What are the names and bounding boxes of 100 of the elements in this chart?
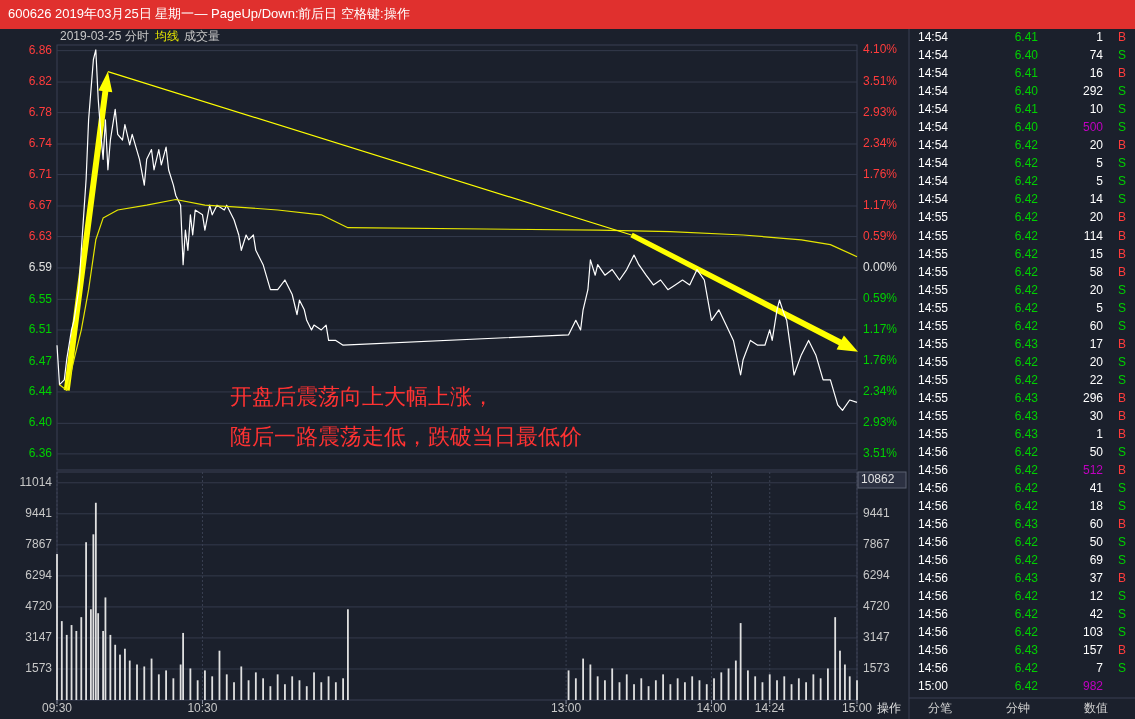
text: B [1117, 138, 1127, 153]
text: 14:56 [918, 625, 949, 640]
y-tick-label: 6.36 [28, 446, 53, 461]
y2-tick-label: 1573 [863, 661, 891, 676]
text: 6.43 [1014, 571, 1038, 586]
text: B [1117, 390, 1127, 405]
text: B [1117, 408, 1127, 423]
text: S [1117, 102, 1127, 117]
text: 42 [1089, 607, 1103, 622]
text: S [1117, 156, 1127, 171]
text: 14:56 [918, 516, 949, 531]
text: S [1117, 535, 1127, 550]
y2-tick-label: 2.34% [863, 384, 898, 399]
text: S [1117, 553, 1127, 568]
text: 6.42 [1014, 462, 1038, 477]
text: 14:55 [918, 408, 949, 423]
y-tick-label: 6.63 [28, 228, 53, 243]
y-tick-label: 6.67 [28, 198, 53, 213]
y2-tick-label: 2.93% [863, 104, 898, 119]
x-tick-label: 14:24 [754, 701, 786, 716]
text: 6.42 [1014, 228, 1038, 243]
y-tick-label: 6.47 [28, 353, 53, 368]
text: 成交量 [183, 29, 220, 44]
text: 14:54 [918, 156, 949, 171]
text: 14:55 [918, 390, 949, 405]
text: 14:56 [918, 607, 949, 622]
text: B [1117, 462, 1127, 477]
y-tick-label: 6.74 [28, 136, 53, 151]
text: 14:55 [918, 246, 949, 261]
y-tick-label: 6.44 [28, 384, 53, 399]
text: 50 [1089, 535, 1103, 550]
y2-tick-label: 3.51% [863, 73, 898, 88]
text: 14:56 [918, 553, 949, 568]
text: 14:56 [918, 462, 949, 477]
text: 14:54 [918, 30, 949, 45]
text: 20 [1089, 210, 1103, 225]
text: 14:56 [918, 535, 949, 550]
text: 20 [1089, 282, 1103, 297]
text: 69 [1089, 553, 1103, 568]
y2-tick-label: 7867 [863, 537, 891, 552]
text: 6.41 [1014, 102, 1038, 117]
text: 6.40 [1014, 120, 1038, 135]
text: 292 [1082, 84, 1103, 99]
y-tick-label: 6.86 [28, 42, 53, 57]
text: 14:55 [918, 300, 949, 315]
text: B [1117, 30, 1127, 45]
line-series [56, 49, 858, 411]
text: 15 [1089, 246, 1103, 261]
text: 14:55 [918, 228, 949, 243]
text: B [1117, 643, 1127, 658]
y-tick-label: 3147 [25, 630, 53, 645]
text: S [1117, 84, 1127, 99]
text: 6.42 [1014, 174, 1038, 189]
text: B [1117, 210, 1127, 225]
text: 5 [1096, 300, 1103, 315]
text: S [1117, 174, 1127, 189]
text: 296 [1082, 390, 1103, 405]
text: 5 [1096, 174, 1103, 189]
text: S [1117, 480, 1127, 495]
text: 14:56 [918, 643, 949, 658]
text: 6.42 [1014, 535, 1038, 550]
y-tick-label: 6.40 [28, 415, 53, 430]
text: 22 [1089, 372, 1103, 387]
y2-tick-label: 1.76% [863, 353, 898, 368]
text: 14:54 [918, 120, 949, 135]
text: 6.42 [1014, 300, 1038, 315]
text: 41 [1089, 480, 1103, 495]
text: 10862 [861, 472, 895, 487]
text: 6.42 [1014, 679, 1038, 694]
text: 6.43 [1014, 643, 1038, 658]
text: 14:55 [918, 210, 949, 225]
text: 6.42 [1014, 282, 1038, 297]
text: 982 [1082, 679, 1103, 694]
annotation: 开盘后震荡向上大幅上涨， [230, 383, 494, 409]
text: 14:55 [918, 318, 949, 333]
text: S [1117, 300, 1127, 315]
text: 6.42 [1014, 264, 1038, 279]
text: 500 [1082, 120, 1103, 135]
category-label: 分笔 [928, 701, 952, 716]
text: 14:54 [918, 138, 949, 153]
text: 20 [1089, 354, 1103, 369]
text: 114 [1083, 228, 1103, 243]
text: 15:00 [918, 679, 949, 694]
category-label: 数值 [1084, 701, 1108, 716]
text: 6.42 [1014, 498, 1038, 513]
text: 均线 [153, 29, 179, 44]
text: 6.42 [1014, 372, 1038, 387]
text: 14:55 [918, 282, 949, 297]
text: 6.42 [1014, 246, 1038, 261]
text: S [1117, 444, 1127, 459]
annotation: 随后一路震荡走低，跌破当日最低价 [230, 423, 582, 449]
text: 30 [1089, 408, 1103, 423]
y2-tick-label: 2.93% [863, 415, 898, 430]
text: 60 [1089, 516, 1103, 531]
text: B [1117, 228, 1127, 243]
text: S [1117, 607, 1127, 622]
y-tick-label: 7867 [25, 537, 53, 552]
text: 14 [1089, 192, 1103, 207]
text: 58 [1089, 264, 1103, 279]
x-tick-label: 13:00 [551, 701, 582, 716]
